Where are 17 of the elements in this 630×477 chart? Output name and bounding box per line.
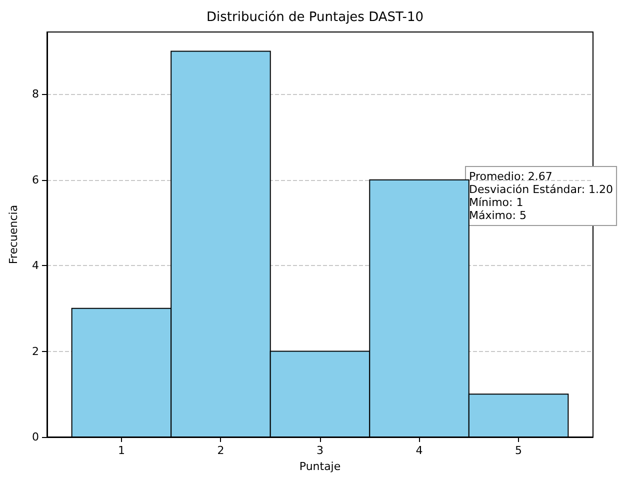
y-tick-label: 6 xyxy=(32,173,39,186)
x-axis-title: Puntaje xyxy=(299,460,341,473)
x-tick-label: 5 xyxy=(515,444,522,457)
annotation: Máximo: 5 xyxy=(469,209,526,222)
x-tick-label: 2 xyxy=(217,444,224,457)
x-tick-label: 1 xyxy=(118,444,125,457)
x-tick-label: 4 xyxy=(416,444,423,457)
y-tick-label: 4 xyxy=(32,259,39,272)
annotation: Promedio: 2.67 xyxy=(469,170,552,183)
y-tick-label: 0 xyxy=(32,430,39,444)
chart-title: Distribución de Puntajes DAST-10 xyxy=(206,10,424,25)
annotation: Mínimo: 1 xyxy=(469,196,524,209)
y-tick-label: 8 xyxy=(32,88,39,101)
annotation: Desviación Estándar: 1.20 xyxy=(469,183,614,196)
y-axis-title: Frecuencia xyxy=(7,204,20,264)
y-tick-label: 2 xyxy=(32,344,39,358)
x-tick-label: 3 xyxy=(316,444,324,457)
